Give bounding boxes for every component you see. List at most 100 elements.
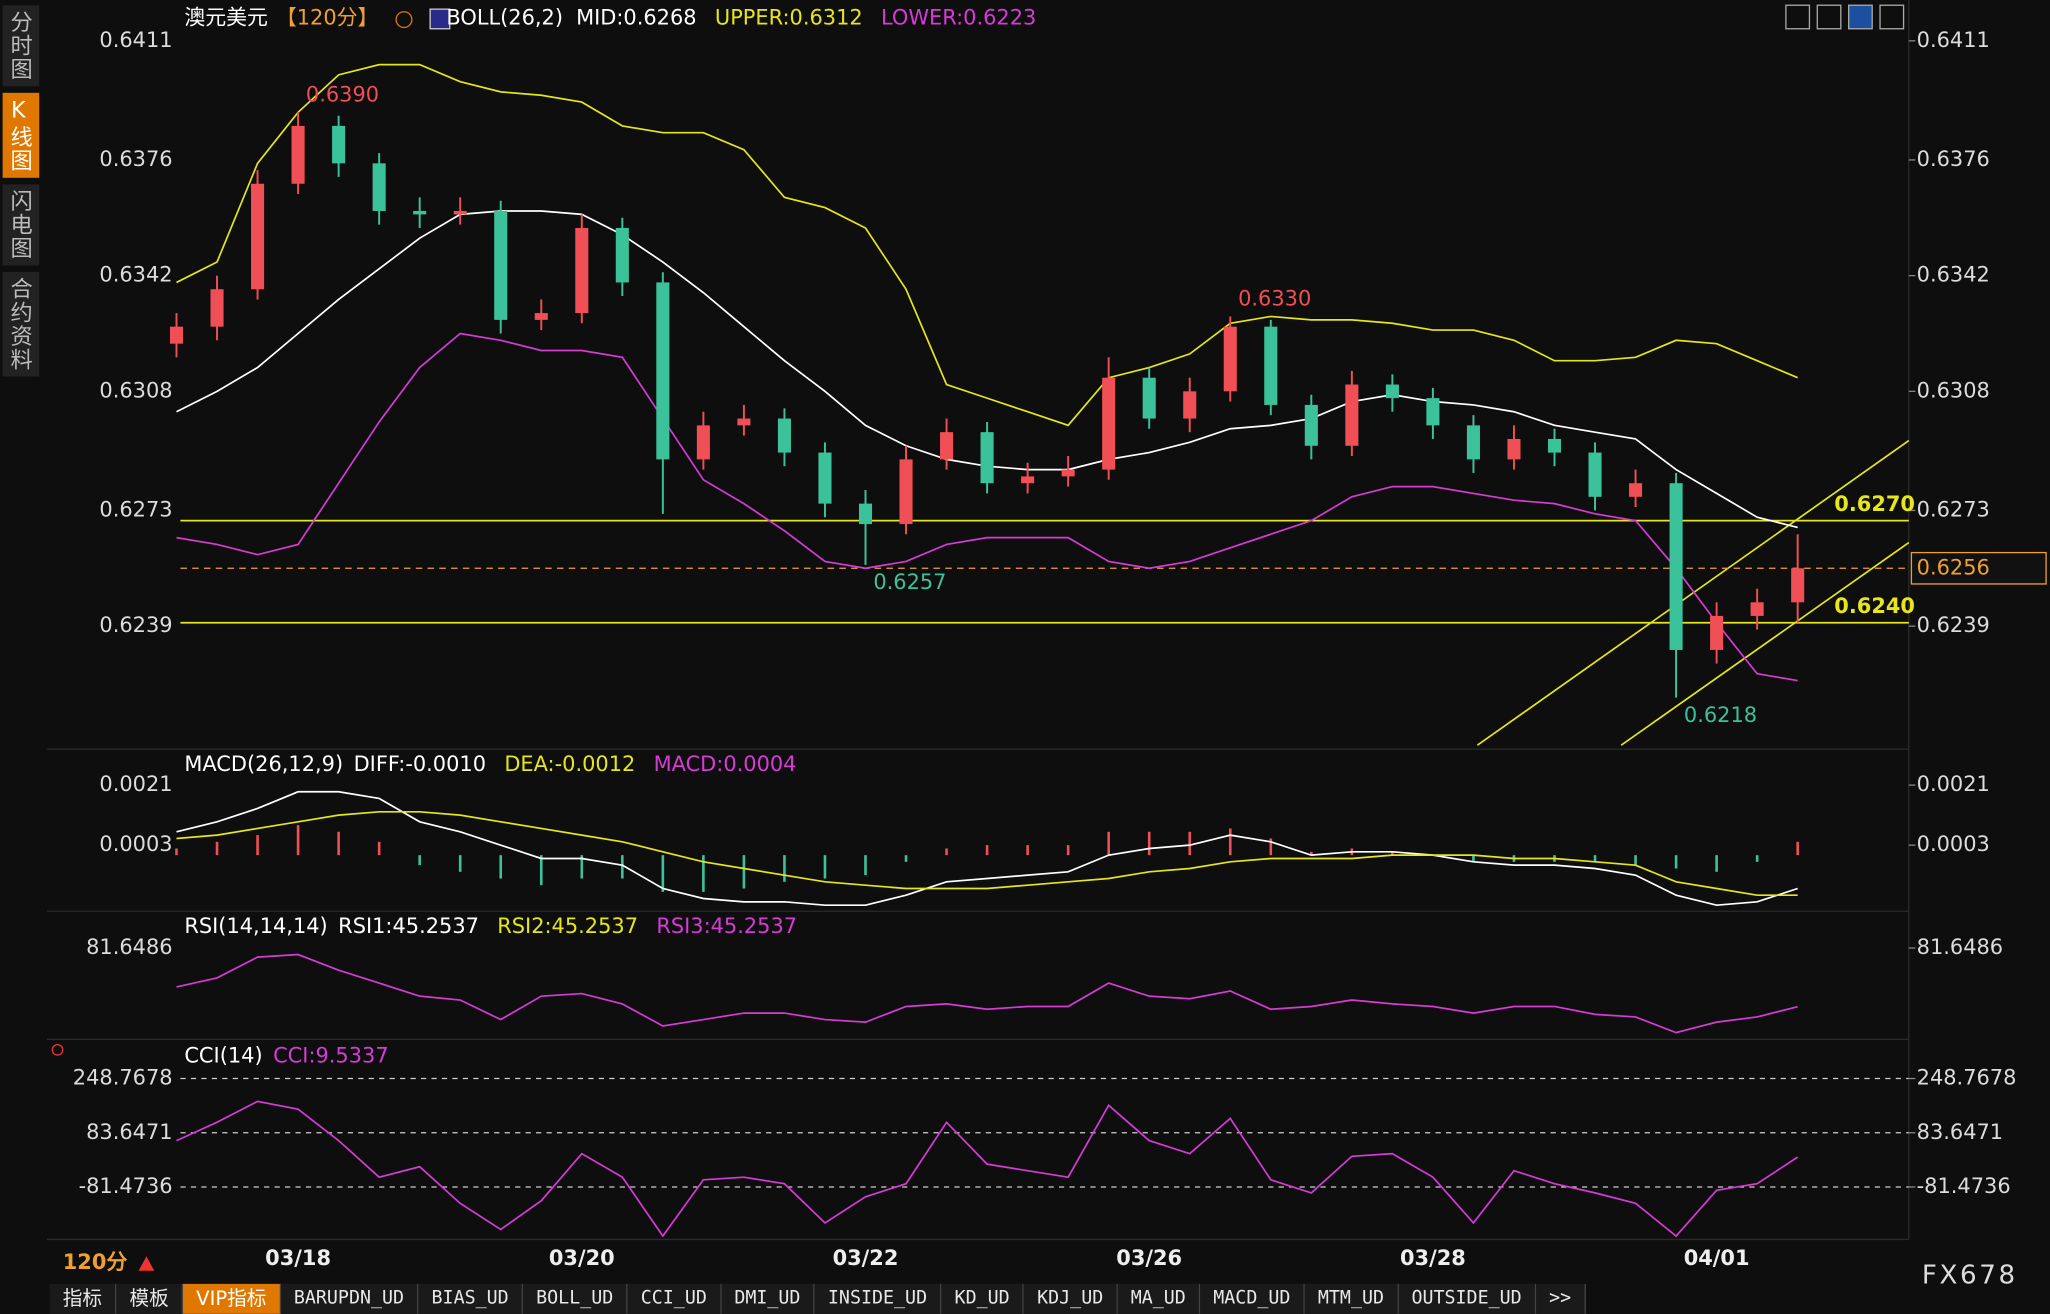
toolbar-tab[interactable]: MACD_UD [1200,1283,1305,1314]
macd-line [176,810,1798,897]
side-tab[interactable]: 闪电图 [2,184,40,266]
y-tick-label: 248.7678 [73,1066,173,1090]
toolbar-tab[interactable]: INSIDE_UD [814,1283,942,1314]
candle-body [818,452,832,504]
candle-body [1223,326,1237,392]
toolbar-tab[interactable]: VIP指标 [183,1283,281,1314]
candle-body [1183,391,1197,419]
candle-body [1507,438,1521,460]
window-icons[interactable] [1785,4,1905,30]
toolbar-tab[interactable]: BARUPDN_UD [280,1283,419,1314]
toolbar-tab[interactable]: CCI_UD [627,1283,722,1314]
candle-body [413,210,427,215]
y-tick-label: 0.6239 [99,613,172,637]
side-tab[interactable]: 分时图 [2,5,40,87]
side-tab[interactable]: 合约资料 [2,271,40,377]
candle-body [696,425,710,460]
legend-label: DIFF:-0.0010 [354,752,486,776]
candle-body [1264,326,1278,405]
candle-body [1629,483,1643,497]
candle-body [1791,568,1805,603]
macd-line [176,790,1798,907]
candle-body [291,125,305,184]
candle-body [615,227,629,283]
candle-body [1345,384,1359,446]
x-tick-label: 03/18 [265,1246,331,1270]
legend-label: UPPER:0.6312 [715,5,863,29]
candle-body [940,432,954,460]
level-label: 0.6240 [1834,594,1915,618]
toolbar-tab[interactable]: 模板 [116,1283,184,1314]
y-tick-label: 81.6486 [86,935,172,959]
y-tick-label-right: 0.6308 [1917,378,1990,402]
candle-body [737,418,751,426]
toolbar-tab[interactable]: >> [1536,1283,1586,1314]
toolbar-tab[interactable]: KD_UD [941,1283,1025,1314]
icon[interactable] [1816,4,1842,30]
x-tick-label: 03/26 [1116,1246,1182,1270]
candle-body [1710,615,1724,650]
add-icon[interactable] [395,11,413,29]
y-tick-label: 0.0021 [99,772,172,796]
toolbar-tab[interactable]: KDJ_UD [1024,1283,1118,1314]
y-tick-label: 0.6342 [99,263,172,287]
y-tick-label-right: 83.6471 [1917,1120,2003,1144]
y-tick-label: 0.6273 [99,497,172,521]
toolbar-tab[interactable]: MTM_UD [1304,1283,1399,1314]
last-price-label: 0.6256 [1917,555,1990,579]
y-tick-label-right: 0.0021 [1917,772,1990,796]
legend-label: MACD:0.0004 [654,752,797,776]
candle-body [858,503,873,525]
candle-body [1426,398,1440,426]
candle-body [1061,469,1075,477]
candle-body [169,326,184,344]
indicator-line [176,953,1798,1034]
candle-body [1304,404,1318,446]
candle-body [372,163,386,211]
legend-label: CCI(14) [184,1043,262,1067]
candle-body [1385,384,1399,399]
boll-line [176,332,1798,682]
candle-body [1102,377,1116,470]
candle-body [1021,476,1035,484]
icon[interactable] [1785,4,1811,30]
indicator-icon [429,8,451,30]
y-tick-label: -81.4736 [79,1174,173,1198]
y-tick-label-right: 0.6239 [1917,613,1990,637]
toolbar-tab[interactable]: 指标 [49,1283,117,1314]
candle-body [210,289,224,327]
toolbar-tab[interactable]: DMI_UD [721,1283,815,1314]
boll-line [176,63,1799,427]
x-tick-label: 03/28 [1400,1246,1466,1270]
candle-body [1142,377,1156,419]
y-tick-label: 0.0003 [99,832,172,856]
toolbar: 指标 模板 VIP指标 BARUPDN_UD BIAS_UD BOLL_UD CCI_UD D… [49,1283,1586,1314]
level-label: 0.6270 [1834,492,1915,516]
legend-label: 【120分】 [276,5,379,29]
legend-label: MACD(26,12,9) [184,752,343,776]
candle-body [777,418,791,453]
candle-body [494,210,508,320]
period-arrow[interactable] [138,1256,155,1271]
toolbar-tab[interactable]: MA_UD [1117,1283,1201,1314]
toolbar-tab[interactable]: OUTSIDE_UD [1398,1283,1537,1314]
toolbar-tab[interactable]: BIAS_UD [418,1283,524,1314]
icon[interactable] [1848,4,1873,30]
side-tab[interactable]: K线图 [2,92,40,178]
channel-line [1620,541,1910,746]
y-tick-label: 0.6376 [99,147,172,171]
candle-body [1750,602,1764,616]
legend-label: RSI3:45.2537 [656,914,797,938]
toolbar-tab[interactable]: BOLL_UD [523,1283,628,1314]
period-label[interactable]: 120分 [63,1250,128,1274]
candle-body [980,432,994,484]
channel-line [1476,439,1910,746]
x-tick-label: 03/22 [833,1246,899,1270]
y-tick-label: 0.6308 [99,378,172,402]
icon[interactable] [1879,4,1905,30]
candle-body [899,459,913,525]
sidebar: 分时图 K线图闪电图合约资料 [2,5,40,383]
